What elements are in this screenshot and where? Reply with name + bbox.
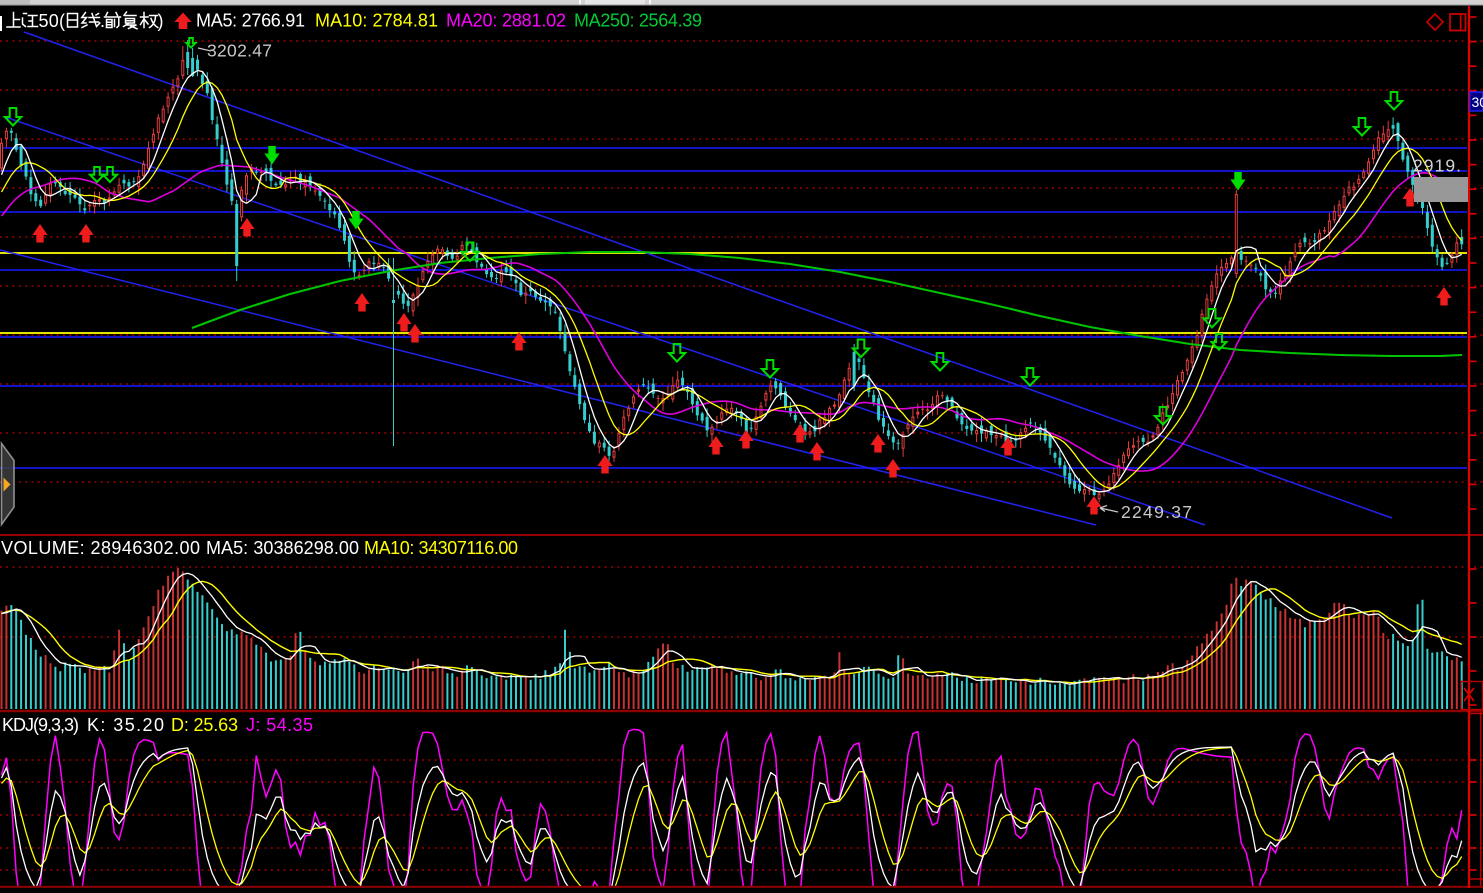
svg-text:3202.47: 3202.47 bbox=[207, 41, 272, 61]
svg-text:.: . bbox=[100, 11, 105, 31]
svg-text:VOLUME: 28946302.00: VOLUME: 28946302.00 bbox=[1, 538, 200, 558]
svg-text:D: 25.63: D: 25.63 bbox=[171, 715, 238, 735]
svg-text:MA20: 2881.02: MA20: 2881.02 bbox=[446, 11, 566, 31]
svg-text:MA5: 30386298.00: MA5: 30386298.00 bbox=[206, 538, 359, 558]
svg-text:MA250: 2564.39: MA250: 2564.39 bbox=[574, 11, 702, 31]
svg-text:): ) bbox=[158, 11, 164, 31]
svg-text:MA5: 2766.91: MA5: 2766.91 bbox=[196, 11, 305, 31]
svg-text:30: 30 bbox=[1472, 94, 1483, 110]
svg-text:J: 54.35: J: 54.35 bbox=[246, 715, 313, 735]
svg-text:50(: 50( bbox=[39, 11, 66, 31]
svg-text:2249.37: 2249.37 bbox=[1121, 502, 1192, 522]
svg-text:2919.: 2919. bbox=[1413, 156, 1461, 176]
svg-text:K: 35.20: K: 35.20 bbox=[87, 715, 164, 735]
svg-text:MA10: 2784.81: MA10: 2784.81 bbox=[315, 11, 438, 31]
svg-text:MA10: 34307116.00: MA10: 34307116.00 bbox=[364, 538, 518, 558]
svg-text:KDJ(9,3,3): KDJ(9,3,3) bbox=[2, 715, 79, 735]
